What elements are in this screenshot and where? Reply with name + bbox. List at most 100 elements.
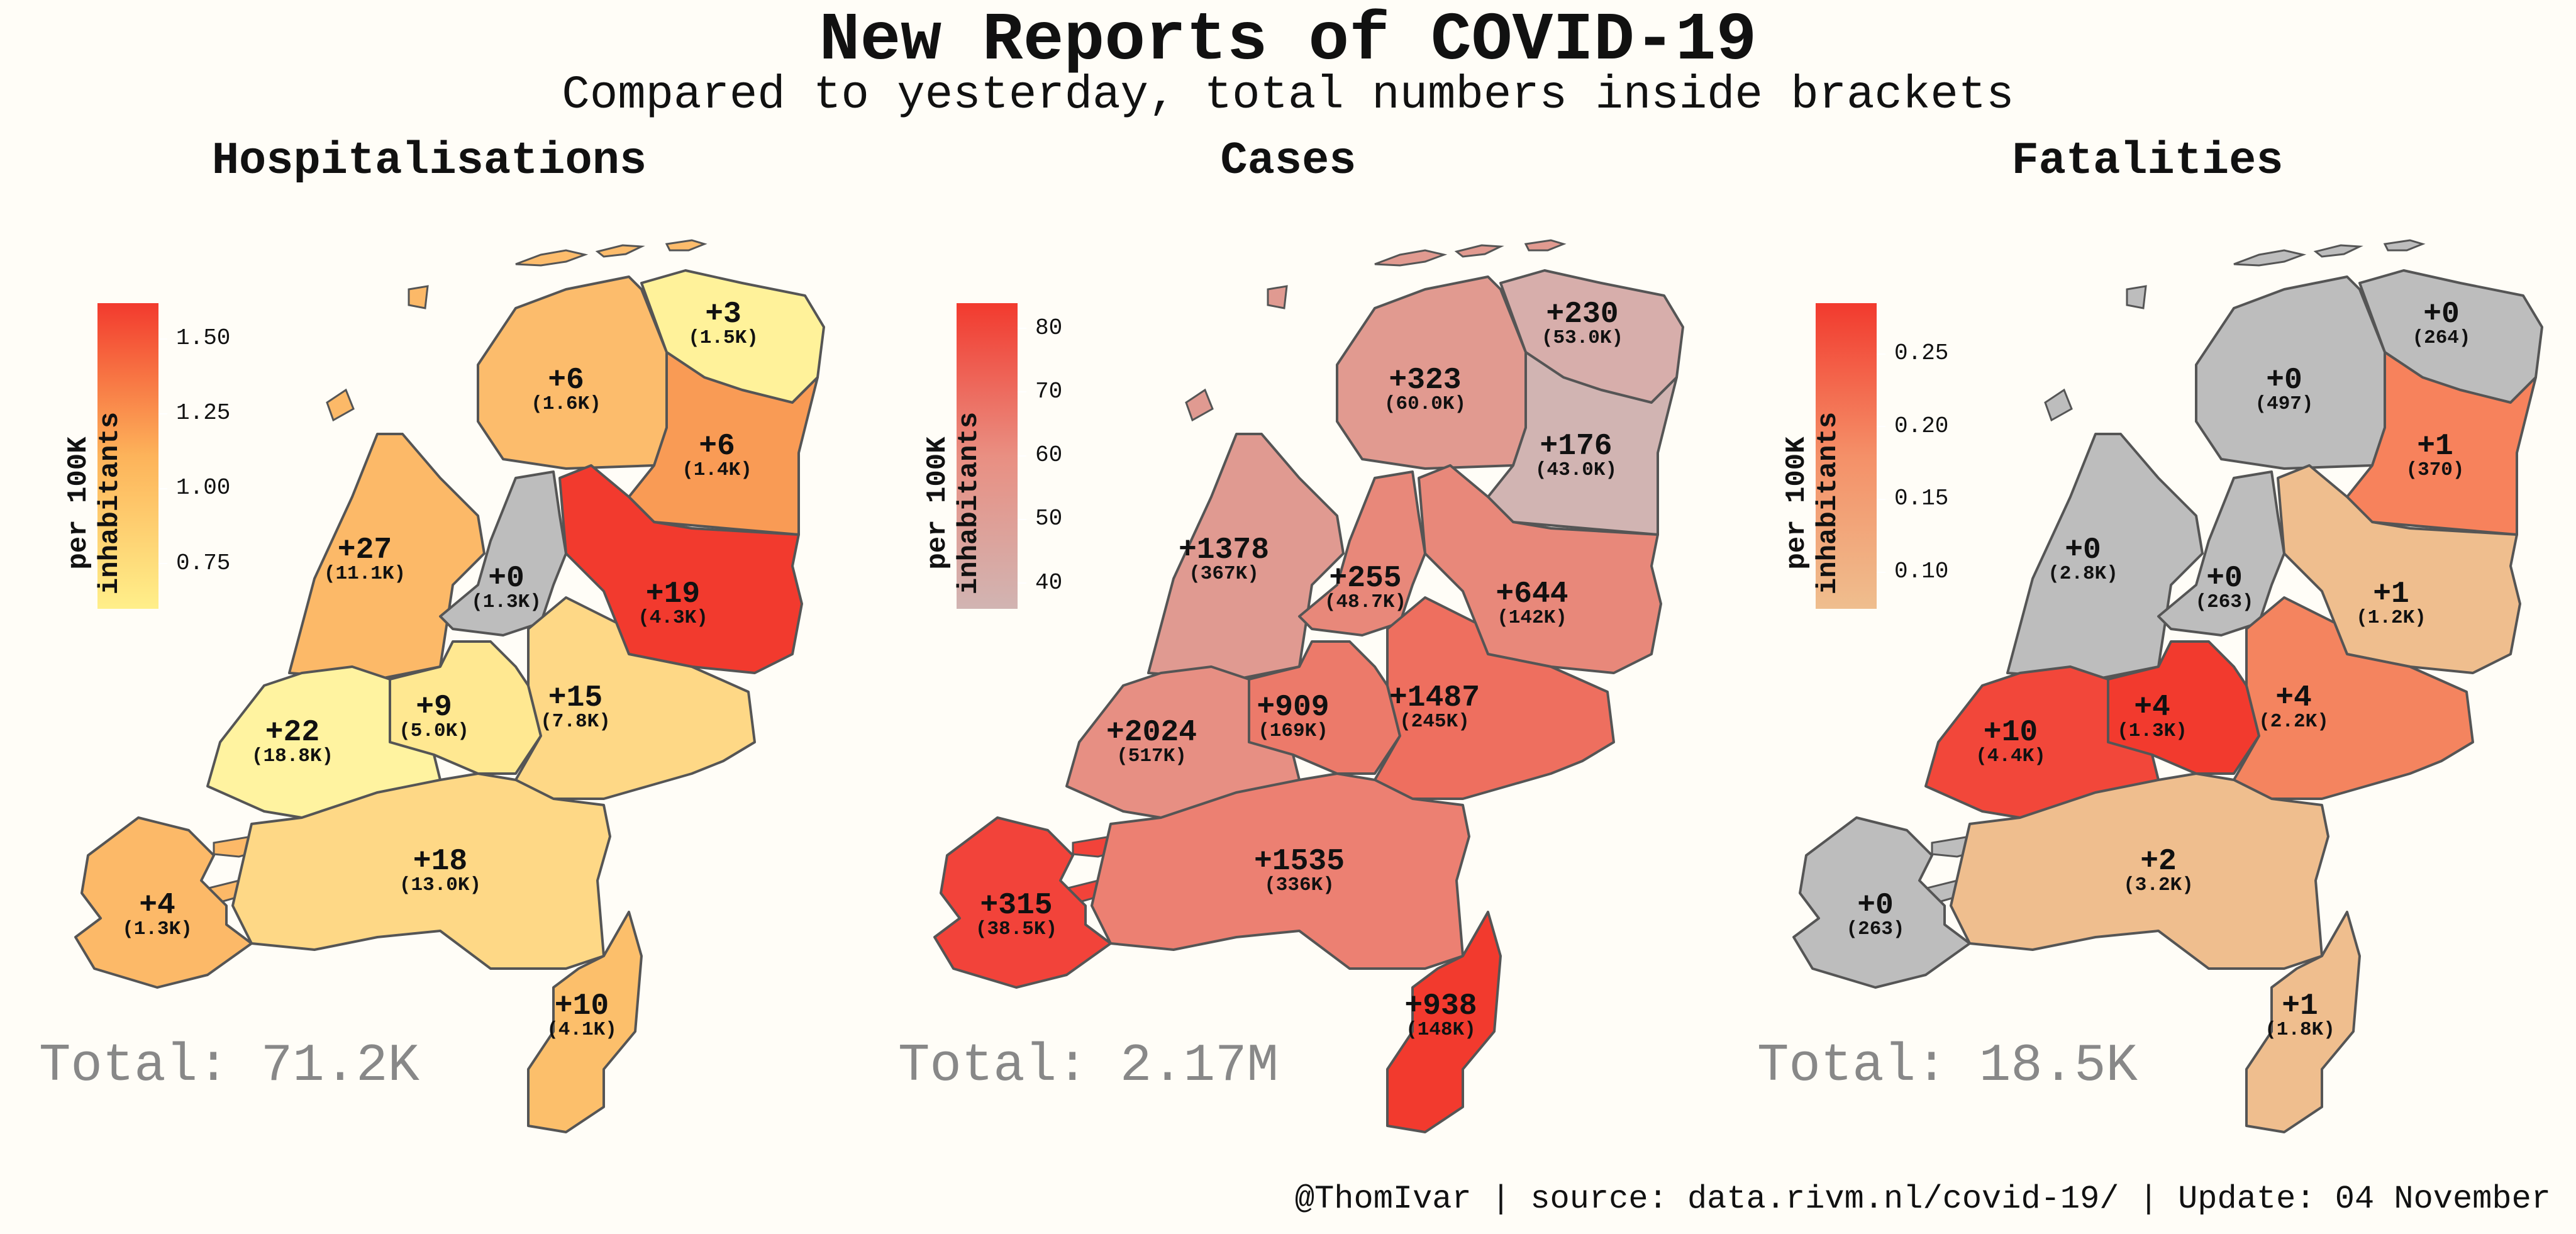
island-shape bbox=[665, 239, 708, 252]
daily-change: +1 bbox=[2373, 577, 2409, 611]
panel-total: Total: 18.5K bbox=[1757, 1037, 2138, 1096]
daily-change: +1487 bbox=[1389, 681, 1480, 715]
figure-subtitle: Compared to yesterday, total numbers ins… bbox=[562, 69, 2014, 122]
daily-change: +176 bbox=[1540, 430, 1613, 464]
province-drenthe bbox=[2346, 351, 2537, 536]
legend-tick-label: 1.00 bbox=[158, 475, 231, 501]
daily-change: +22 bbox=[265, 716, 320, 750]
province-overijssel bbox=[558, 464, 803, 674]
label-groningen: +3 (1.5K) bbox=[688, 299, 758, 348]
netherlands-map bbox=[1792, 239, 2543, 1133]
daily-change: +10 bbox=[1983, 716, 2038, 750]
daily-change: +10 bbox=[554, 989, 609, 1023]
label-noord-holland: +0 (2.8K) bbox=[2048, 533, 2118, 585]
legend-tick-label: 50 bbox=[1017, 506, 1063, 532]
province-zeeland bbox=[1792, 816, 1971, 989]
legend-tick-label: 60 bbox=[1017, 442, 1063, 468]
daily-change: +1 bbox=[2282, 989, 2318, 1023]
cumulative-total: (1.2K) bbox=[2356, 607, 2426, 629]
legend-colorbar bbox=[1816, 303, 1877, 609]
legend-colorbar bbox=[97, 303, 158, 609]
label-friesland: +0 (497) bbox=[2255, 364, 2314, 415]
daily-change: +938 bbox=[1404, 989, 1477, 1023]
label-zeeland: +0 (263) bbox=[1846, 891, 1904, 939]
label-gelderland: +4 (2.2K) bbox=[2258, 683, 2329, 731]
label-zuid-holland: +22 (18.8K) bbox=[252, 718, 333, 766]
panel-title: Fatalities bbox=[2011, 135, 2284, 187]
province-flevoland bbox=[439, 470, 567, 636]
legend-tick-label: 0.20 bbox=[1876, 413, 1949, 439]
province-flevoland bbox=[1298, 470, 1426, 636]
cumulative-total: (148K) bbox=[1406, 1019, 1476, 1041]
daily-change: +0 bbox=[2065, 533, 2101, 567]
daily-change: +644 bbox=[1496, 577, 1568, 611]
legend-tick-label: 1.25 bbox=[158, 400, 231, 426]
cumulative-total: (1.8K) bbox=[2265, 1019, 2335, 1041]
legend-tick-label: 80 bbox=[1017, 314, 1063, 341]
province-zeeland bbox=[74, 816, 253, 989]
cumulative-total: (370) bbox=[2406, 459, 2465, 481]
island-shape bbox=[1185, 388, 1214, 422]
island-shape bbox=[1374, 249, 1448, 267]
daily-change: +0 bbox=[2266, 364, 2302, 397]
label-utrecht: +9 (5.0K) bbox=[399, 691, 469, 741]
cumulative-total: (1.4K) bbox=[682, 459, 752, 481]
label-gelderland: +1487 (245K) bbox=[1389, 681, 1480, 731]
cumulative-total: (1.3K) bbox=[2117, 720, 2187, 742]
legend-tick-label: 40 bbox=[1017, 569, 1063, 596]
cumulative-total: (2.8K) bbox=[2048, 563, 2118, 585]
daily-change: +4 bbox=[2134, 691, 2170, 725]
daily-change: +18 bbox=[413, 845, 468, 879]
cumulative-total: (263) bbox=[2195, 591, 2254, 613]
cumulative-total: (4.1K) bbox=[547, 1019, 617, 1041]
panel-cases: Cases per 100K inhabitants 80 70 60 50 40 +230(… bbox=[859, 0, 1718, 1234]
daily-change: +2024 bbox=[1106, 716, 1197, 750]
legend-tick-label: 0.10 bbox=[1876, 559, 1949, 585]
label-drenthe: +176 (43.0K) bbox=[1535, 430, 1618, 481]
daily-change: +1378 bbox=[1178, 533, 1270, 567]
cumulative-total: (367K) bbox=[1189, 563, 1259, 585]
island-shape bbox=[1524, 239, 1567, 252]
daily-change: +9 bbox=[416, 691, 452, 725]
cumulative-total: (497) bbox=[2255, 393, 2314, 415]
label-noord-brabant: +1535 (336K) bbox=[1254, 847, 1345, 895]
cumulative-total: (264) bbox=[2412, 327, 2471, 349]
label-overijssel: +19 (4.3K) bbox=[638, 577, 708, 628]
island-shape bbox=[2126, 285, 2147, 309]
island-shape bbox=[1454, 244, 1504, 258]
daily-change: +909 bbox=[1257, 691, 1330, 725]
legend-tick-label: 0.25 bbox=[1876, 340, 1949, 366]
label-limburg: +10 (4.1K) bbox=[547, 989, 617, 1041]
cumulative-total: (4.4K) bbox=[1975, 745, 2046, 767]
cumulative-total: (11.1K) bbox=[323, 563, 406, 585]
legend-title: per 100K inhabitants bbox=[1781, 411, 1844, 595]
cumulative-total: (336K) bbox=[1264, 874, 1335, 896]
cumulative-total: (7.8K) bbox=[540, 711, 611, 733]
cumulative-total: (169K) bbox=[1258, 720, 1328, 742]
daily-change: +27 bbox=[337, 533, 392, 567]
cumulative-total: (43.0K) bbox=[1535, 459, 1618, 481]
daily-change: +15 bbox=[548, 681, 603, 715]
daily-change: +19 bbox=[645, 577, 701, 611]
province-noord-brabant bbox=[1091, 772, 1470, 970]
province-gelderland bbox=[514, 596, 756, 800]
island-shape bbox=[2313, 244, 2363, 258]
island-shape bbox=[2044, 388, 2073, 422]
panel-total: Total: 2.17M bbox=[898, 1037, 1279, 1096]
daily-change: +6 bbox=[548, 364, 584, 397]
province-limburg bbox=[2245, 911, 2361, 1133]
label-overijssel: +644 (142K) bbox=[1496, 577, 1568, 628]
province-gelderland bbox=[1374, 596, 1615, 800]
cumulative-total: (38.5K) bbox=[975, 918, 1058, 940]
island-shape bbox=[595, 244, 645, 258]
cumulative-total: (1.3K) bbox=[122, 918, 192, 940]
panel-fatalities: Fatalities per 100K inhabitants 0.25 0.20 0.… bbox=[1718, 0, 2576, 1234]
panel-title: Hospitalisations bbox=[211, 135, 647, 187]
label-overijssel: +1 (1.2K) bbox=[2356, 577, 2426, 629]
legend-colorbar bbox=[957, 303, 1018, 609]
daily-change: +2 bbox=[2140, 845, 2177, 879]
province-noord-brabant bbox=[1950, 772, 2329, 970]
island-shape bbox=[326, 388, 355, 422]
label-utrecht: +4 (1.3K) bbox=[2117, 691, 2187, 742]
island-shape bbox=[408, 285, 429, 309]
